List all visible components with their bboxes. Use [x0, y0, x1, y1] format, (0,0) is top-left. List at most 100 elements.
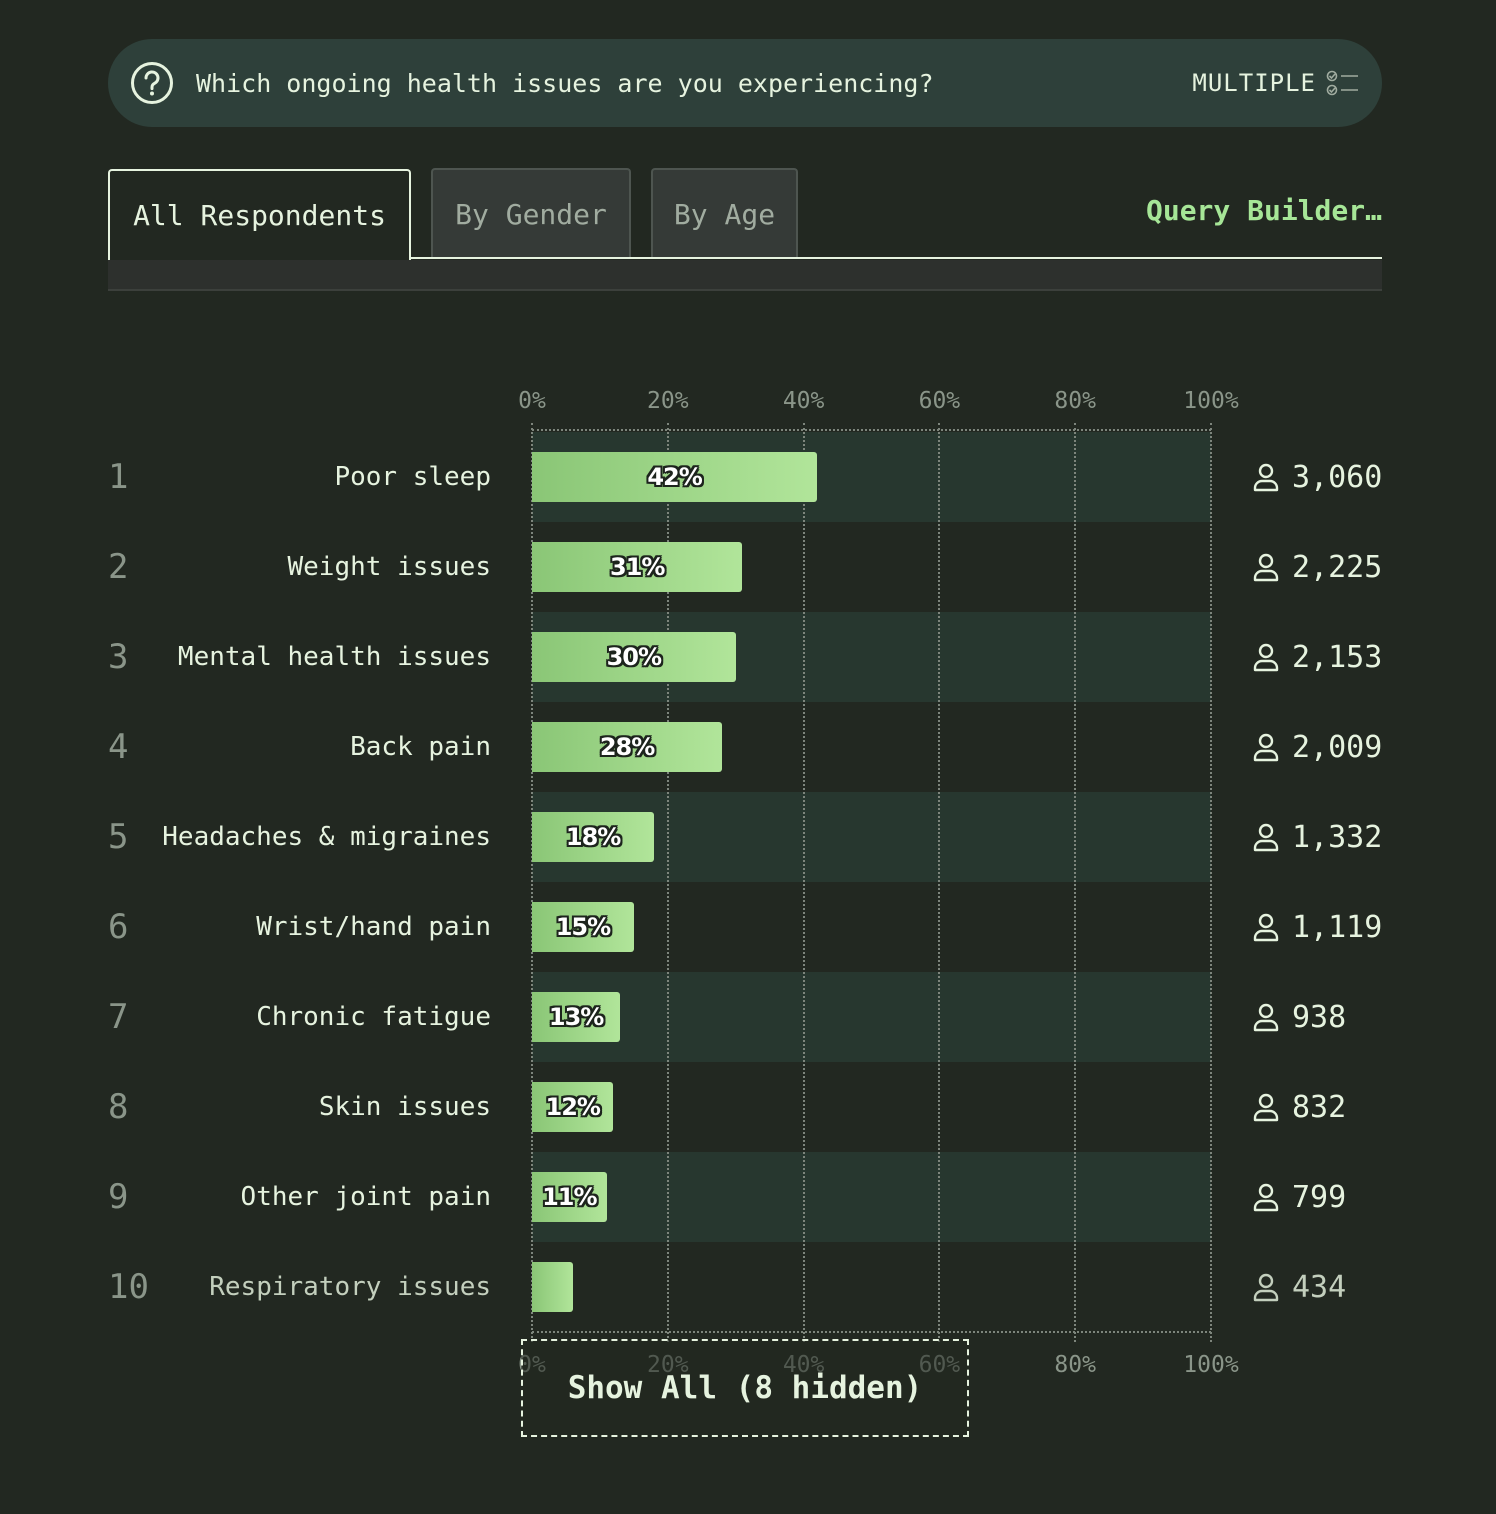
respondent-count: 434	[1252, 1267, 1346, 1307]
person-icon	[1253, 553, 1279, 582]
bar-value-label: 13%	[548, 1003, 604, 1031]
question-text: Which ongoing health issues are you expe…	[196, 68, 934, 98]
person-icon	[1253, 1273, 1279, 1302]
respondent-count-value: 832	[1292, 1089, 1347, 1125]
tick-label-top: 60%	[918, 388, 961, 414]
category-label: Skin issues	[318, 1092, 491, 1122]
show-all-button[interactable]: Show All (8 hidden)	[521, 1339, 969, 1437]
respondent-count: 938	[1252, 997, 1346, 1037]
row-band	[532, 1152, 1211, 1242]
tab-underline	[411, 257, 1382, 259]
category-label: Weight issues	[287, 552, 492, 582]
respondent-count-value: 1,332	[1292, 819, 1383, 855]
bar-value-label: 30%	[606, 643, 662, 671]
rank-number: 6	[108, 907, 129, 947]
category-label: Chronic fatigue	[256, 1002, 491, 1032]
gridline	[531, 423, 533, 1342]
bar[interactable]: 30%	[532, 632, 736, 682]
view-tabs: All Respondents By Gender By Age Query B…	[108, 168, 1382, 260]
rank-number: 4	[108, 727, 129, 767]
bar-value-label: 31%	[610, 553, 665, 581]
row-band	[532, 1242, 1211, 1332]
bar-value-label: 28%	[599, 733, 655, 761]
respondent-count: 832	[1252, 1087, 1346, 1127]
rank-number: 8	[108, 1087, 129, 1127]
respondent-count: 2,153	[1252, 637, 1382, 677]
rank-number: 9	[108, 1177, 129, 1217]
checklist-icon	[1326, 70, 1358, 96]
bar[interactable]: 12%	[532, 1082, 614, 1132]
respondent-count-value: 434	[1292, 1269, 1347, 1305]
gridline	[1074, 423, 1077, 1342]
query-builder-link[interactable]: Query Builder…	[1145, 194, 1382, 227]
respondent-count: 799	[1252, 1177, 1346, 1217]
person-icon	[1253, 733, 1279, 762]
bar[interactable]: 31%	[532, 542, 743, 592]
tick-label-top: 0%	[518, 388, 546, 414]
bar-value-label: 42%	[647, 463, 702, 491]
bar-value-label: 18%	[565, 823, 621, 851]
rank-number: 1	[108, 457, 129, 497]
tick-label-bottom: 100%	[1183, 1352, 1239, 1378]
bar[interactable]: 13%	[532, 992, 621, 1042]
rank-number: 2	[108, 547, 129, 587]
category-label: Respiratory issues	[209, 1272, 491, 1302]
tick-label-bottom: 80%	[1054, 1352, 1096, 1378]
category-label: Wrist/hand pain	[256, 912, 491, 942]
category-label: Headaches & migraines	[162, 822, 491, 852]
respondent-count-value: 2,225	[1292, 549, 1383, 585]
tab-by-age[interactable]: By Age	[651, 168, 798, 258]
question-circle-icon	[131, 62, 173, 104]
category-label: Back pain	[350, 732, 491, 762]
respondent-count-value: 1,119	[1292, 909, 1383, 945]
respondent-count-value: 799	[1292, 1179, 1347, 1215]
person-icon	[1253, 1003, 1279, 1032]
tab-content-strip	[108, 260, 1382, 291]
tick-label-top: 20%	[647, 388, 689, 414]
person-icon	[1253, 1183, 1279, 1212]
category-label: Other joint pain	[240, 1182, 491, 1212]
bar[interactable]: 42%	[532, 452, 818, 502]
bar[interactable]: 18%	[532, 812, 655, 862]
respondent-count-value: 3,060	[1292, 459, 1383, 495]
gridline	[1210, 423, 1212, 1342]
tick-label-top: 40%	[782, 388, 825, 414]
axis-line-bottom	[532, 1331, 1211, 1333]
person-icon	[1253, 823, 1279, 852]
tick-label-top: 80%	[1054, 388, 1096, 414]
respondent-count: 1,332	[1252, 817, 1382, 857]
bar[interactable]	[532, 1262, 573, 1312]
tick-label-top: 100%	[1183, 388, 1239, 414]
respondent-count: 3,060	[1252, 457, 1382, 497]
category-label: Mental health issues	[177, 642, 491, 672]
rank-number: 3	[108, 637, 129, 677]
tab-all-respondents[interactable]: All Respondents	[108, 169, 411, 260]
bar-value-label: 11%	[542, 1183, 597, 1211]
respondent-count-value: 938	[1292, 999, 1347, 1035]
rank-number: 5	[108, 817, 129, 857]
bar[interactable]: 15%	[532, 902, 634, 952]
respondent-count: 2,225	[1252, 547, 1382, 587]
respondent-count: 2,009	[1252, 727, 1382, 767]
respondent-count-value: 2,009	[1292, 729, 1383, 765]
question-type-label: MULTIPLE	[1192, 69, 1316, 97]
tab-by-gender[interactable]: By Gender	[431, 168, 631, 258]
person-icon	[1253, 643, 1279, 672]
gridline	[802, 423, 805, 1342]
rank-number: 10	[108, 1267, 149, 1307]
gridline	[938, 423, 941, 1342]
axis-line-top	[532, 429, 1211, 431]
bar[interactable]: 28%	[532, 722, 723, 772]
gridline	[666, 423, 669, 1342]
person-icon	[1253, 913, 1279, 942]
bar-value-label: 12%	[545, 1093, 601, 1121]
rank-number: 7	[108, 997, 129, 1037]
category-label: Poor sleep	[334, 462, 491, 492]
bar[interactable]: 11%	[532, 1172, 607, 1222]
row-band	[532, 972, 1211, 1062]
question-header: Which ongoing health issues are you expe…	[108, 39, 1382, 127]
person-icon	[1253, 463, 1279, 492]
row-band	[532, 882, 1211, 972]
respondent-count-value: 2,153	[1292, 639, 1383, 675]
row-band	[532, 1062, 1211, 1152]
